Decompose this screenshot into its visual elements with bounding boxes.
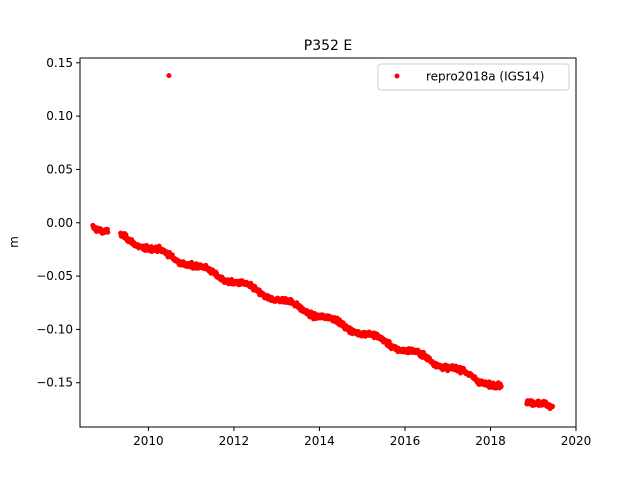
data-point bbox=[498, 383, 504, 389]
y-tick-label: 0.10 bbox=[46, 109, 73, 123]
x-tick-label: 2018 bbox=[475, 434, 506, 448]
x-tick-label: 2020 bbox=[561, 434, 592, 448]
x-ticks: 2010 2012 2014 2016 2018 2020 bbox=[133, 427, 591, 448]
points-layer bbox=[90, 73, 555, 412]
legend-label: repro2018a (IGS14) bbox=[426, 70, 544, 84]
x-tick-label: 2010 bbox=[133, 434, 164, 448]
y-tick-label: 0.15 bbox=[46, 56, 73, 70]
data-point bbox=[549, 403, 555, 409]
y-tick-label: 0.00 bbox=[46, 216, 73, 230]
legend: repro2018a (IGS14) bbox=[377, 63, 570, 91]
chart-title: P352 E bbox=[304, 38, 352, 54]
data-point bbox=[105, 229, 111, 235]
x-tick-label: 2012 bbox=[219, 434, 250, 448]
y-tick-label: −0.05 bbox=[36, 269, 73, 283]
outlier-point bbox=[166, 73, 172, 79]
y-tick-label: 0.05 bbox=[46, 162, 73, 176]
x-tick-label: 2014 bbox=[304, 434, 335, 448]
y-axis-label: m bbox=[7, 236, 21, 248]
y-ticks: −0.15 −0.10 −0.05 0.00 0.05 0.10 0.15 bbox=[36, 56, 80, 390]
x-tick-label: 2016 bbox=[390, 434, 421, 448]
axes-frame bbox=[79, 57, 577, 428]
y-tick-label: −0.10 bbox=[36, 322, 73, 336]
y-tick-label: −0.15 bbox=[36, 376, 73, 390]
legend-marker bbox=[394, 73, 400, 79]
legend-box bbox=[377, 63, 570, 91]
